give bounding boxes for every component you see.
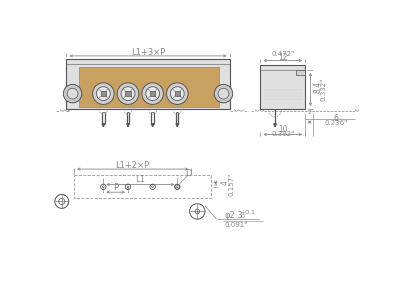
Text: φ2.3: φ2.3 [224, 211, 243, 220]
Circle shape [142, 83, 164, 104]
Text: 10: 10 [278, 125, 288, 134]
Circle shape [92, 83, 114, 104]
Text: 12: 12 [278, 53, 288, 62]
Text: 0.332": 0.332" [320, 77, 326, 101]
Text: 0: 0 [240, 214, 244, 219]
Bar [174, 91, 180, 96]
Bar [101, 91, 106, 96]
Text: 0.091": 0.091" [224, 222, 248, 228]
Text: L1+2×P: L1+2×P [116, 161, 150, 170]
Circle shape [214, 84, 233, 103]
Text: 8.4: 8.4 [314, 81, 323, 93]
Bar [260, 65, 305, 109]
Text: 2: 2 [308, 110, 312, 115]
Circle shape [117, 83, 139, 104]
Text: L1+3×P: L1+3×P [131, 48, 165, 57]
Polygon shape [152, 124, 154, 127]
Text: 0.236": 0.236" [324, 120, 348, 126]
Bar [125, 91, 131, 96]
Text: D: D [185, 169, 191, 178]
Text: 0.472": 0.472" [271, 51, 294, 57]
Text: L1: L1 [135, 176, 145, 184]
Text: 0.392": 0.392" [271, 132, 294, 138]
Circle shape [146, 87, 160, 100]
Text: 4: 4 [220, 180, 230, 184]
Bar [66, 59, 230, 109]
Text: +0.1: +0.1 [240, 210, 256, 215]
Bar [150, 91, 155, 96]
Text: 0.157": 0.157" [228, 173, 234, 196]
Text: 6: 6 [334, 114, 338, 123]
Polygon shape [127, 124, 129, 127]
Bar [79, 67, 219, 107]
Polygon shape [176, 124, 178, 127]
Polygon shape [102, 124, 104, 127]
Circle shape [96, 87, 110, 100]
Circle shape [170, 87, 184, 100]
Circle shape [218, 88, 229, 99]
Text: P: P [113, 183, 118, 192]
Bar [74, 175, 211, 198]
Circle shape [121, 87, 135, 100]
Circle shape [67, 88, 78, 99]
Circle shape [63, 84, 82, 103]
Bar [296, 70, 305, 75]
Circle shape [166, 83, 188, 104]
Polygon shape [274, 124, 276, 127]
